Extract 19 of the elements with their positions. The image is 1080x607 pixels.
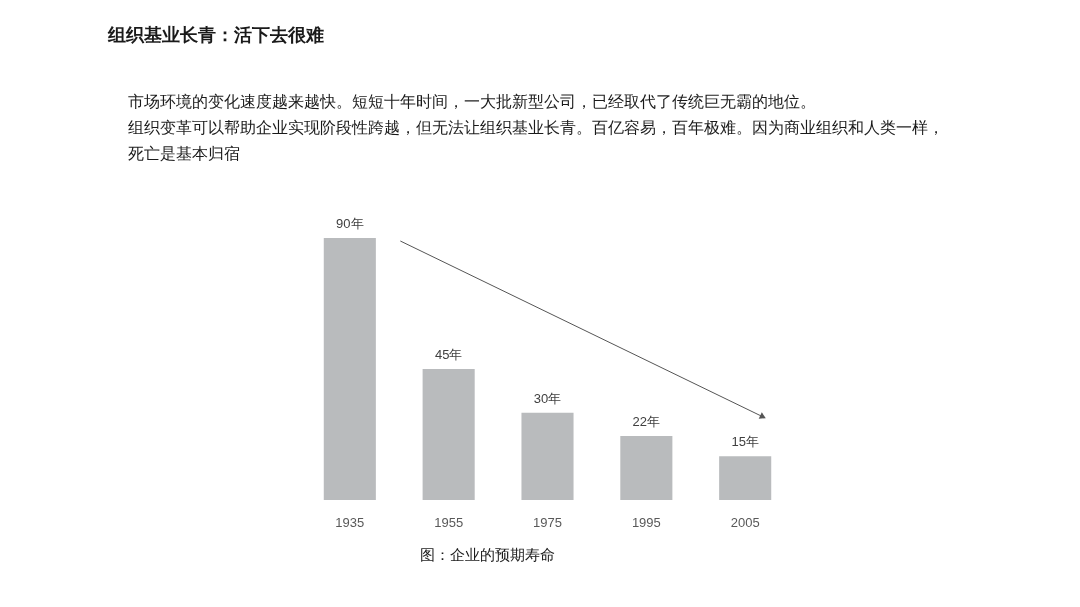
bar [719, 456, 772, 500]
text: 图：企业的预期寿命 [419, 546, 555, 564]
data-label: 45年 [434, 347, 463, 362]
data-label: 15年 [731, 434, 759, 450]
x-tick-label: 2005 [730, 514, 760, 530]
bar [323, 238, 376, 500]
bar [620, 435, 673, 500]
text: 组织变革可以帮助企业实现阶段性跨越，但无法让组织基业长青。百亿容易，百年极难。因为商业组织和人类一样，死亡是基本归宿 [128, 118, 944, 163]
x-tick-label: 1995 [631, 514, 661, 530]
chart-title: 组织基业长青：活下去很难 [107, 24, 324, 45]
x-tick-label: 1955 [434, 514, 464, 530]
text: 市场环境的变化速度越来越快。短短十年时间，一大批新型公司，已经取代了传统巨无霸的地位。 [128, 92, 816, 111]
x-tick-label: 1975 [533, 514, 562, 530]
bar [521, 412, 574, 500]
data-label: 22年 [632, 413, 661, 429]
bar [422, 369, 475, 500]
data-label: 30年 [533, 390, 562, 406]
data-label: 90年 [336, 216, 364, 231]
x-tick-label: 1935 [335, 514, 365, 530]
